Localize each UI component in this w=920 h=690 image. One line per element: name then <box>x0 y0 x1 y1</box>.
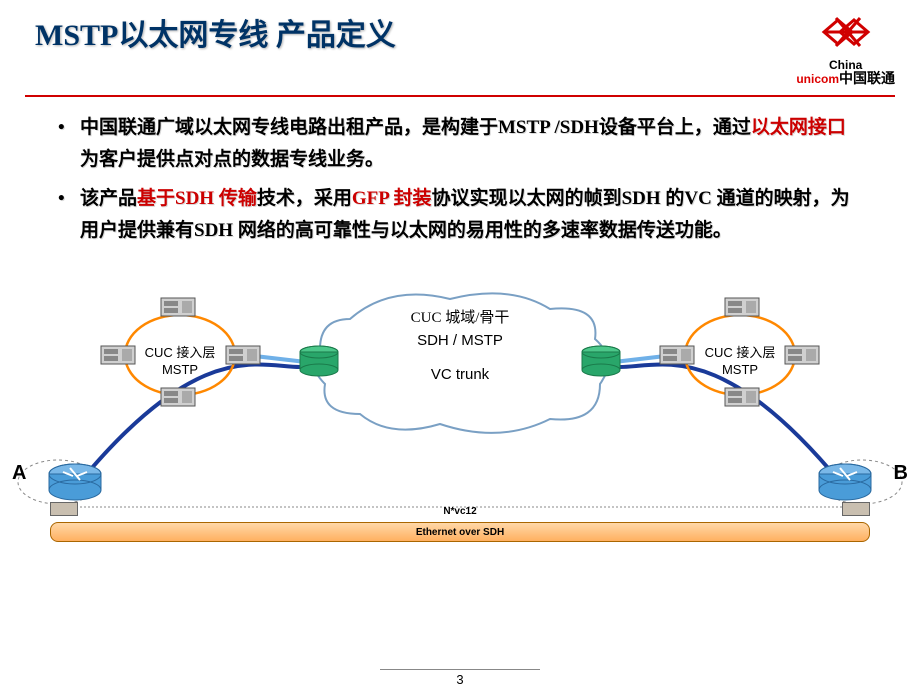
brand-logo: China unicom中国联通 <box>796 10 895 85</box>
server-icon <box>100 345 136 365</box>
server-icon <box>160 387 196 407</box>
page-number: 3 <box>0 669 920 687</box>
nvc-label: N*vc12 <box>0 506 920 517</box>
brand-en-2: unicom <box>796 72 839 86</box>
backbone-cloud: CUC 城域/骨干 SDH / MSTP VC trunk <box>300 279 620 449</box>
server-icon <box>784 345 820 365</box>
unicom-knot-icon <box>818 10 874 54</box>
endpoint-a-label: A <box>12 462 26 485</box>
red-divider <box>25 95 895 97</box>
server-icon <box>225 345 261 365</box>
endpoint-b-label: B <box>894 462 908 485</box>
server-icon <box>160 297 196 317</box>
network-diagram: CUC 接入层MSTP CUC 接入层MSTP CUC 城域/骨干 SDH / … <box>0 267 920 557</box>
bullet-1: 中国联通广域以太网专线电路出租产品，是构建于MSTP /SDH设备平台上，通过以… <box>80 112 860 177</box>
router-icon <box>45 462 105 502</box>
drum-icon <box>580 345 622 377</box>
page-title: MSTP以太网专线 产品定义 <box>35 10 396 54</box>
bullet-2: 该产品基于SDH 传输技术，采用GFP 封装协议实现以太网的帧到SDH 的VC … <box>80 183 860 248</box>
router-icon <box>815 462 875 502</box>
brand-cn: 中国联通 <box>839 70 895 86</box>
server-icon <box>724 387 760 407</box>
server-icon <box>724 297 760 317</box>
ethernet-bar: Ethernet over SDH <box>50 522 870 542</box>
server-icon <box>659 345 695 365</box>
bullet-list: 中国联通广域以太网专线电路出租产品，是构建于MSTP /SDH设备平台上，通过以… <box>0 112 920 247</box>
drum-icon <box>298 345 340 377</box>
